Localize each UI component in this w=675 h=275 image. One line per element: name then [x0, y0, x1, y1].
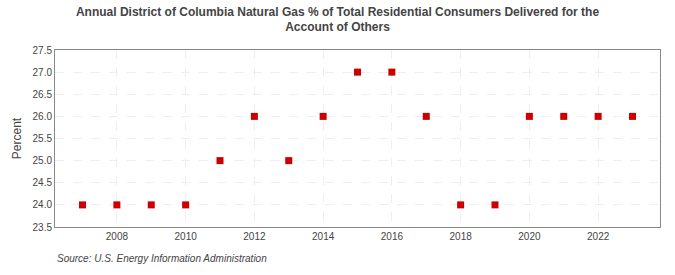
svg-text:2018: 2018 — [450, 231, 473, 242]
svg-text:24.0: 24.0 — [33, 199, 53, 210]
svg-text:26.5: 26.5 — [33, 89, 53, 100]
svg-text:25.0: 25.0 — [33, 155, 53, 166]
svg-text:2010: 2010 — [175, 231, 198, 242]
svg-text:27.0: 27.0 — [33, 67, 53, 78]
svg-text:26.0: 26.0 — [33, 111, 53, 122]
svg-text:2012: 2012 — [243, 231, 266, 242]
svg-text:2014: 2014 — [312, 231, 335, 242]
svg-text:Percent: Percent — [10, 117, 24, 159]
svg-text:24.5: 24.5 — [33, 177, 53, 188]
svg-text:23.5: 23.5 — [33, 222, 53, 233]
svg-text:25.5: 25.5 — [33, 133, 53, 144]
svg-text:27.5: 27.5 — [33, 45, 53, 56]
svg-text:Annual District of Columbia Na: Annual District of Columbia Natural Gas … — [76, 5, 600, 35]
svg-text:2008: 2008 — [106, 231, 129, 242]
svg-text:2016: 2016 — [381, 231, 404, 242]
svg-text:2022: 2022 — [587, 231, 610, 242]
svg-text:Source: U.S. Energy Informatio: Source: U.S. Energy Information Administ… — [57, 253, 267, 264]
svg-text:2020: 2020 — [518, 231, 541, 242]
